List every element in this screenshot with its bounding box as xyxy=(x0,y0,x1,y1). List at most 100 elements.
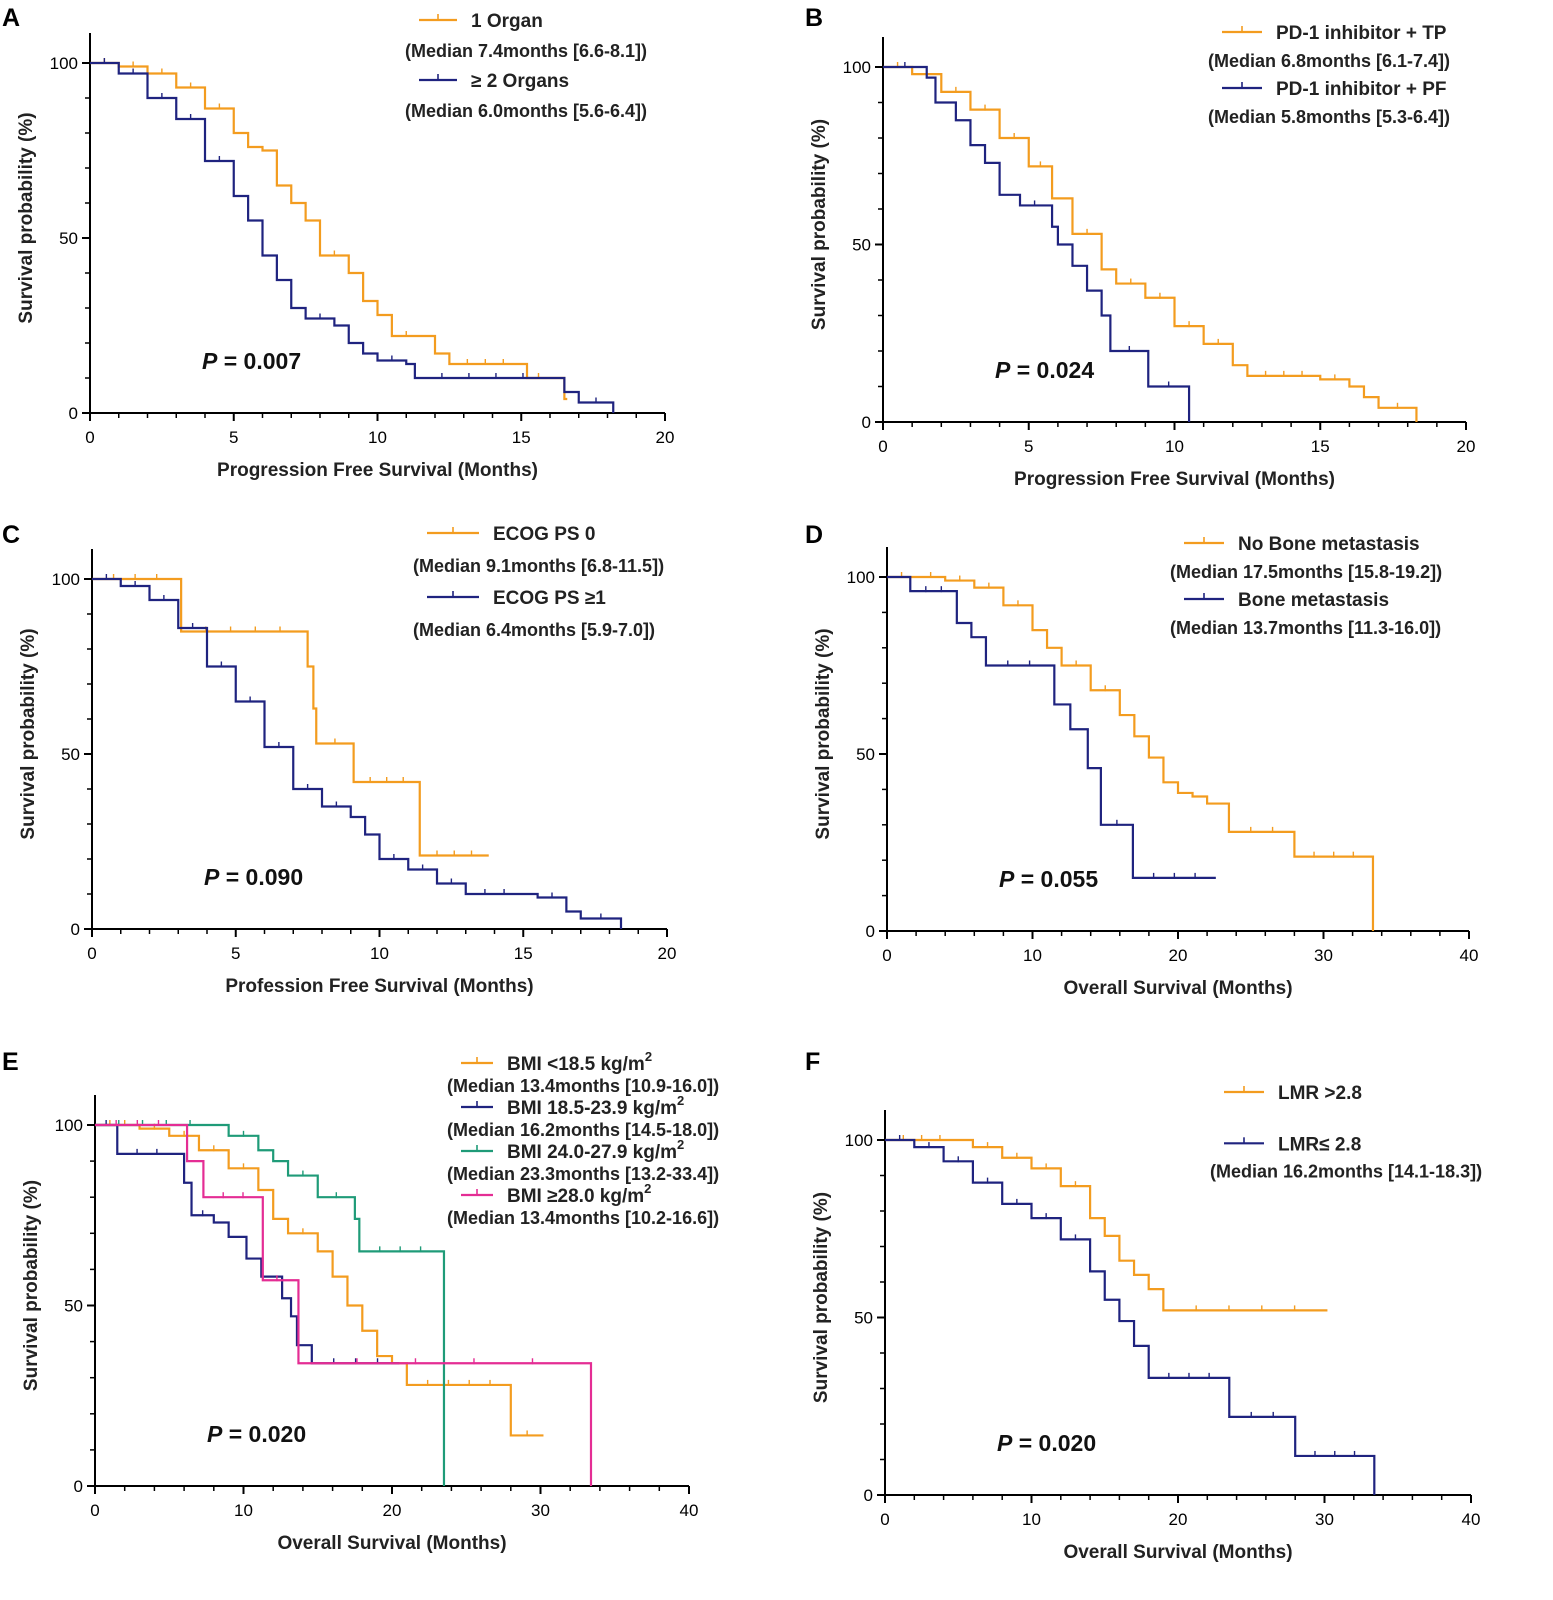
legend-entry-1: ≥ 2 Organs (Median 6.0months [5.6-6.4]) xyxy=(405,71,647,121)
legend-median: (Median 16.2months [14.1-18.3]) xyxy=(1210,1161,1482,1181)
x-tick-label: 0 xyxy=(85,428,94,447)
y-tick-label: 100 xyxy=(52,570,80,589)
legend-label: BMI <18.5 kg/m2 xyxy=(507,1049,652,1075)
y-tick-label: 0 xyxy=(69,404,78,423)
x-axis-label: Progression Free Survival (Months) xyxy=(1014,469,1335,490)
x-tick-label: 20 xyxy=(656,428,675,447)
legend-entry-0: PD-1 inhibitor + TP (Median 6.8months [6.… xyxy=(1208,23,1450,71)
legend-entry-1: LMR≤ 2.8 (Median 16.2months [14.1-18.3]) xyxy=(1210,1134,1482,1181)
legend-entry-0: No Bone metastasis (Median 17.5months [15… xyxy=(1170,534,1442,582)
legend-label: ECOG PS 0 xyxy=(493,524,595,545)
panel-f: F 0 10 20 30 40 0 50 100 Overall Survival (Months… xyxy=(805,1048,1482,1563)
x-tick-label: 0 xyxy=(90,1501,99,1520)
series-line-1 xyxy=(92,577,623,929)
legend-entry-3: BMI ≥28.0 kg/m2(Median 13.4months [10.2-… xyxy=(447,1181,719,1228)
x-tick-label: 0 xyxy=(880,1510,889,1529)
legend-median: (Median 7.4months [6.6-8.1]) xyxy=(405,41,647,61)
y-axis-label: Survival probability (%) xyxy=(809,119,830,330)
p-value: P = 0.090 xyxy=(204,864,303,890)
x-tick-label: 20 xyxy=(1169,946,1188,965)
x-tick-label: 30 xyxy=(1315,1510,1334,1529)
legend-superscript: 2 xyxy=(677,1137,684,1152)
legend-superscript: 2 xyxy=(644,1181,651,1196)
x-tick-label: 10 xyxy=(368,428,387,447)
series-line-3 xyxy=(95,1123,593,1486)
y-tick-label: 50 xyxy=(852,236,871,255)
legend-median: (Median 16.2months [14.5-18.0]) xyxy=(447,1120,719,1140)
series-line-0 xyxy=(885,1138,1328,1312)
series-line-1 xyxy=(885,1138,1376,1495)
x-tick-label: 5 xyxy=(231,944,240,963)
x-tick-label: 15 xyxy=(514,944,533,963)
panel-letter: E xyxy=(2,1048,19,1076)
x-tick-label: 30 xyxy=(531,1501,550,1520)
legend-median: (Median 6.8months [6.1-7.4]) xyxy=(1208,51,1450,71)
y-tick-label: 0 xyxy=(866,922,875,941)
p-value: P = 0.055 xyxy=(999,866,1098,892)
legend-entry-0: LMR >2.8 xyxy=(1224,1083,1362,1104)
panel-letter: D xyxy=(805,521,823,549)
panel-letter: C xyxy=(2,521,20,549)
legend-entry-1: ECOG PS ≥1 (Median 6.4months [5.9-7.0]) xyxy=(413,588,655,640)
x-axis-label: Overall Survival (Months) xyxy=(277,1533,506,1554)
legend-label: LMR≤ 2.8 xyxy=(1278,1134,1361,1155)
y-tick-label: 50 xyxy=(854,1309,873,1328)
legend-label: 1 Organ xyxy=(471,11,543,32)
panel-a: A 0 5 10 15 20 0 50 100 Progression Free Survival… xyxy=(2,4,674,481)
legend-median: (Median 6.4months [5.9-7.0]) xyxy=(413,620,655,640)
series-line-0 xyxy=(90,61,568,401)
x-axis-label: Profession Free Survival (Months) xyxy=(225,976,533,997)
legend-entry-1: Bone metastasis (Median 13.7months [11.3-… xyxy=(1170,590,1441,638)
legend-entry-1: BMI 18.5-23.9 kg/m2(Median 16.2months [1… xyxy=(447,1093,719,1140)
y-tick-label: 100 xyxy=(50,54,78,73)
x-tick-label: 0 xyxy=(87,944,96,963)
panel-d: D 0 10 20 30 40 0 50 100 Overall Survival (Months… xyxy=(805,521,1478,999)
legend-entry-0: 1 Organ (Median 7.4months [6.6-8.1]) xyxy=(405,11,647,61)
y-tick-label: 0 xyxy=(71,920,80,939)
x-tick-label: 40 xyxy=(1460,946,1479,965)
p-value: P = 0.024 xyxy=(995,357,1094,383)
y-tick-label: 50 xyxy=(856,745,875,764)
legend-superscript: 2 xyxy=(645,1049,652,1064)
p-value: P = 0.007 xyxy=(202,348,301,374)
y-tick-label: 0 xyxy=(862,413,871,432)
legend-entry-2: BMI 24.0-27.9 kg/m2(Median 23.3months [1… xyxy=(447,1137,719,1184)
legend-entry-1: PD-1 inhibitor + PF (Median 5.8months [5.… xyxy=(1208,79,1450,127)
legend-entry-0: BMI <18.5 kg/m2(Median 13.4months [10.9-… xyxy=(447,1049,719,1096)
legend-superscript: 2 xyxy=(677,1093,684,1108)
x-tick-label: 5 xyxy=(1024,437,1033,456)
x-tick-label: 10 xyxy=(1165,437,1184,456)
y-tick-label: 100 xyxy=(843,58,871,77)
panel-letter: F xyxy=(805,1048,820,1076)
legend-label: BMI 24.0-27.9 kg/m2 xyxy=(507,1137,684,1163)
panel-letter: A xyxy=(2,4,20,32)
legend-median: (Median 13.4months [10.2-16.6]) xyxy=(447,1208,719,1228)
legend-median: (Median 5.8months [5.3-6.4]) xyxy=(1208,107,1450,127)
legend-entry-0: ECOG PS 0 (Median 9.1months [6.8-11.5]) xyxy=(413,524,664,576)
y-tick-label: 50 xyxy=(64,1297,83,1316)
x-tick-label: 0 xyxy=(878,437,887,456)
y-axis-label: Survival probability (%) xyxy=(16,112,37,323)
series-line-1 xyxy=(887,575,1216,879)
x-tick-label: 0 xyxy=(882,946,891,965)
legend-label: ECOG PS ≥1 xyxy=(493,588,606,609)
y-axis-label: Survival probability (%) xyxy=(811,1192,832,1403)
series-line-0 xyxy=(95,1123,544,1437)
x-tick-label: 5 xyxy=(229,428,238,447)
p-value: P = 0.020 xyxy=(997,1430,1096,1456)
x-axis-label: Overall Survival (Months) xyxy=(1063,978,1292,999)
x-tick-label: 15 xyxy=(512,428,531,447)
x-tick-label: 20 xyxy=(658,944,677,963)
y-tick-label: 100 xyxy=(845,1131,873,1150)
x-tick-label: 40 xyxy=(1462,1510,1481,1529)
legend-median: (Median 13.7months [11.3-16.0]) xyxy=(1170,618,1441,638)
legend-label: No Bone metastasis xyxy=(1238,534,1420,555)
legend-median: (Median 17.5months [15.8-19.2]) xyxy=(1170,562,1442,582)
y-axis-label: Survival probability (%) xyxy=(21,1180,42,1391)
p-value: P = 0.020 xyxy=(207,1421,306,1447)
x-tick-label: 10 xyxy=(234,1501,253,1520)
x-tick-label: 10 xyxy=(1022,1510,1041,1529)
series-line-0 xyxy=(887,575,1375,931)
x-tick-label: 40 xyxy=(680,1501,699,1520)
